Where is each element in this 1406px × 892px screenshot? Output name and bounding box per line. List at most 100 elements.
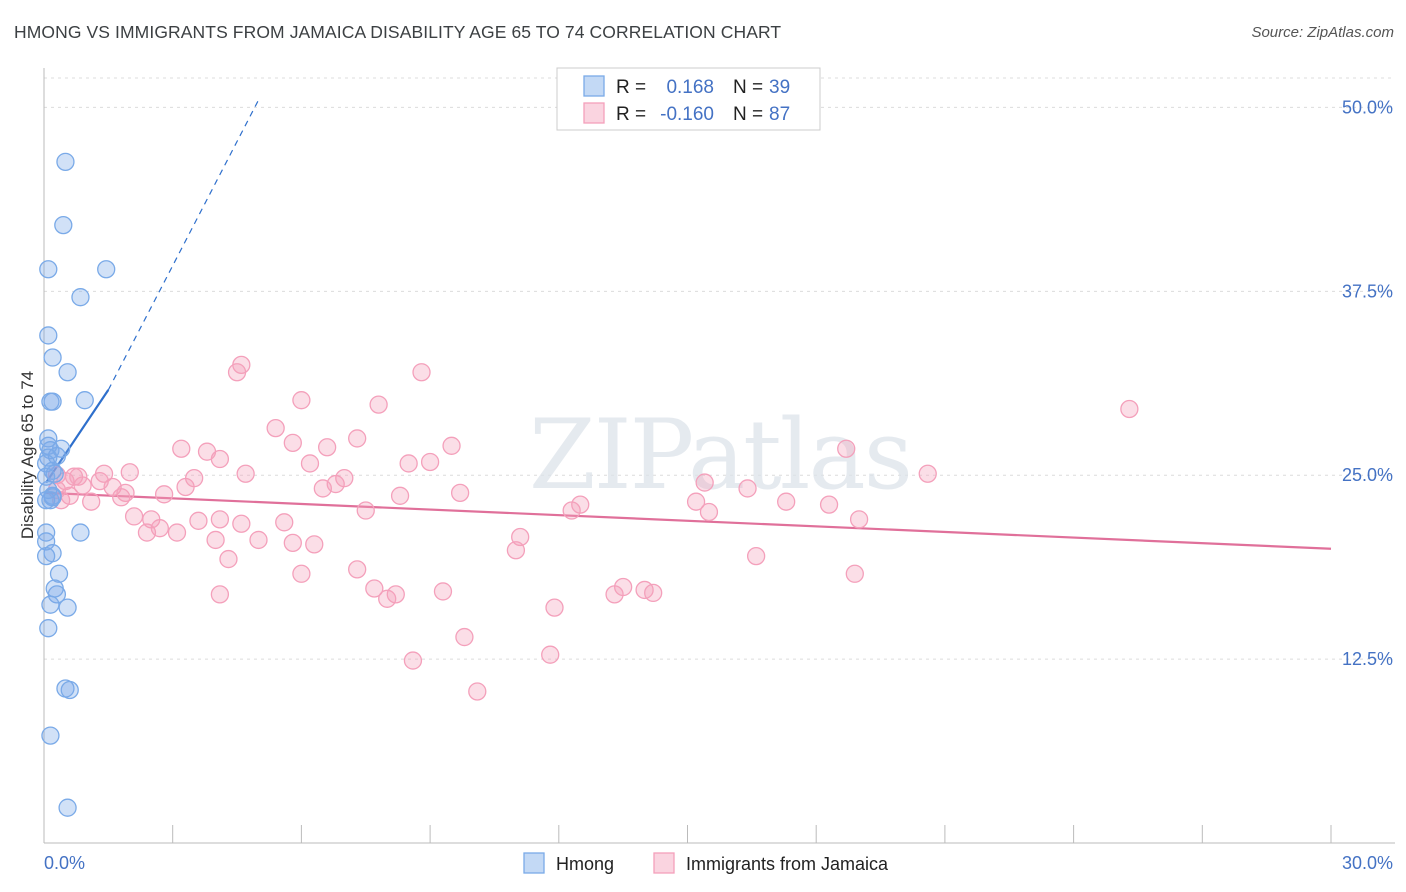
hmong-point	[43, 392, 62, 411]
jamaica-point	[699, 502, 719, 522]
legend-r-label: R =	[616, 104, 646, 125]
jamaica-point	[412, 363, 431, 382]
jamaica-point	[73, 476, 92, 495]
jamaica-point	[738, 479, 757, 498]
hmong-point	[39, 326, 58, 345]
y-axis-label: Disability Age 65 to 74	[18, 371, 37, 539]
hmong-point	[54, 215, 73, 235]
jamaica-point	[305, 535, 324, 554]
jamaica-point	[845, 564, 864, 583]
jamaica-point	[403, 651, 423, 670]
hmong-point	[60, 680, 79, 700]
legend-frame	[556, 67, 821, 131]
legend-n-value: 87	[769, 104, 790, 125]
jamaica-point	[777, 492, 796, 511]
jamaica-point	[120, 463, 139, 482]
hmong-point	[71, 288, 90, 307]
jamaica-point	[378, 589, 397, 608]
jamaica-point	[189, 511, 208, 530]
legend-swatch	[583, 102, 605, 124]
x-tick-label-max: 30.0%	[1342, 853, 1393, 873]
jamaica-point	[541, 645, 560, 664]
hmong-point	[41, 595, 60, 614]
jamaica-point	[172, 439, 191, 458]
x-tick-label-min: 0.0%	[44, 853, 85, 873]
legend-n-value: 39	[769, 77, 790, 98]
hmong-point	[58, 598, 77, 617]
jamaica-point	[232, 514, 251, 533]
hmong-point	[36, 546, 56, 566]
jamaica-point	[154, 485, 174, 504]
jamaica-point	[210, 585, 230, 604]
trend-line-immigrants-from-jamaica	[46, 491, 1332, 550]
y-tick-label: 50.0%	[1342, 97, 1393, 117]
jamaica-point	[69, 467, 88, 486]
legend-r-label: R =	[616, 77, 646, 98]
jamaica-point	[326, 474, 345, 494]
jamaica-point	[167, 523, 187, 542]
hmong-point	[36, 467, 56, 486]
grid-lines	[44, 77, 1395, 660]
chart-title: HMONG VS IMMIGRANTS FROM JAMAICA DISABIL…	[14, 22, 782, 42]
jamaica-point	[266, 418, 285, 438]
hmong-point	[56, 152, 75, 172]
bottom-legend: Hmong Immigrants from Jamaica	[523, 852, 889, 874]
hmong-point	[47, 585, 67, 604]
watermark: ZIPatlas	[529, 399, 911, 511]
hmong-point	[41, 726, 60, 745]
jamaica-point	[210, 449, 230, 469]
jamaica-point	[468, 682, 487, 701]
jamaica-point	[283, 433, 302, 452]
hmong-point	[75, 391, 94, 410]
source-label: Source: ZipAtlas.com	[1251, 24, 1394, 41]
jamaica-point	[837, 439, 856, 458]
bottom-legend-swatch	[523, 852, 545, 874]
jamaica-point	[300, 454, 320, 473]
hmong-point	[97, 260, 116, 279]
jamaica-point	[450, 483, 470, 503]
bottom-legend-label: Hmong	[556, 854, 614, 874]
trend-line-dashed	[107, 99, 260, 391]
jamaica-point	[918, 464, 937, 483]
jamaica-point	[506, 541, 526, 560]
jamaica-point	[686, 492, 706, 511]
jamaica-point	[348, 429, 367, 448]
jamaica-point	[545, 598, 564, 617]
jamaica-point	[292, 564, 311, 583]
jamaica-point	[386, 585, 405, 604]
jamaica-point	[236, 464, 255, 483]
jamaica-point	[819, 495, 839, 514]
jamaica-point	[369, 395, 388, 414]
bottom-legend-label: Immigrants from Jamaica	[686, 854, 889, 874]
jamaica-point	[746, 546, 766, 566]
hmong-point	[41, 491, 60, 510]
hmong-point	[58, 798, 77, 817]
jamaica-point	[433, 582, 453, 601]
legend-n-label: N =	[733, 104, 763, 125]
jamaica-point	[571, 495, 590, 514]
jamaica-point	[90, 471, 109, 491]
jamaica-point	[150, 519, 169, 538]
jamaica-point	[390, 486, 410, 505]
legend-n-label: N =	[733, 77, 763, 98]
jamaica-point	[399, 454, 418, 473]
jamaica-point	[365, 579, 384, 598]
jamaica-point	[283, 533, 302, 553]
legend-r-value: -0.160	[660, 104, 714, 125]
jamaica-point	[124, 507, 144, 526]
jamaica-point	[176, 477, 195, 497]
hmong-point	[39, 260, 58, 279]
hmong-point	[71, 523, 90, 542]
jamaica-point	[292, 391, 311, 410]
jamaica-point	[1120, 399, 1139, 419]
data-points	[36, 152, 1139, 817]
bottom-legend-swatch	[653, 852, 675, 874]
legend-box: R = 0.168 N = 39 R = -0.160 N = 87	[556, 67, 821, 131]
jamaica-point	[112, 488, 131, 507]
jamaica-point	[82, 492, 101, 511]
jamaica-point	[695, 473, 714, 492]
y-tick-label: 25.0%	[1342, 465, 1393, 485]
legend-r-value: 0.168	[666, 77, 714, 98]
y-tick-label: 12.5%	[1342, 649, 1393, 669]
